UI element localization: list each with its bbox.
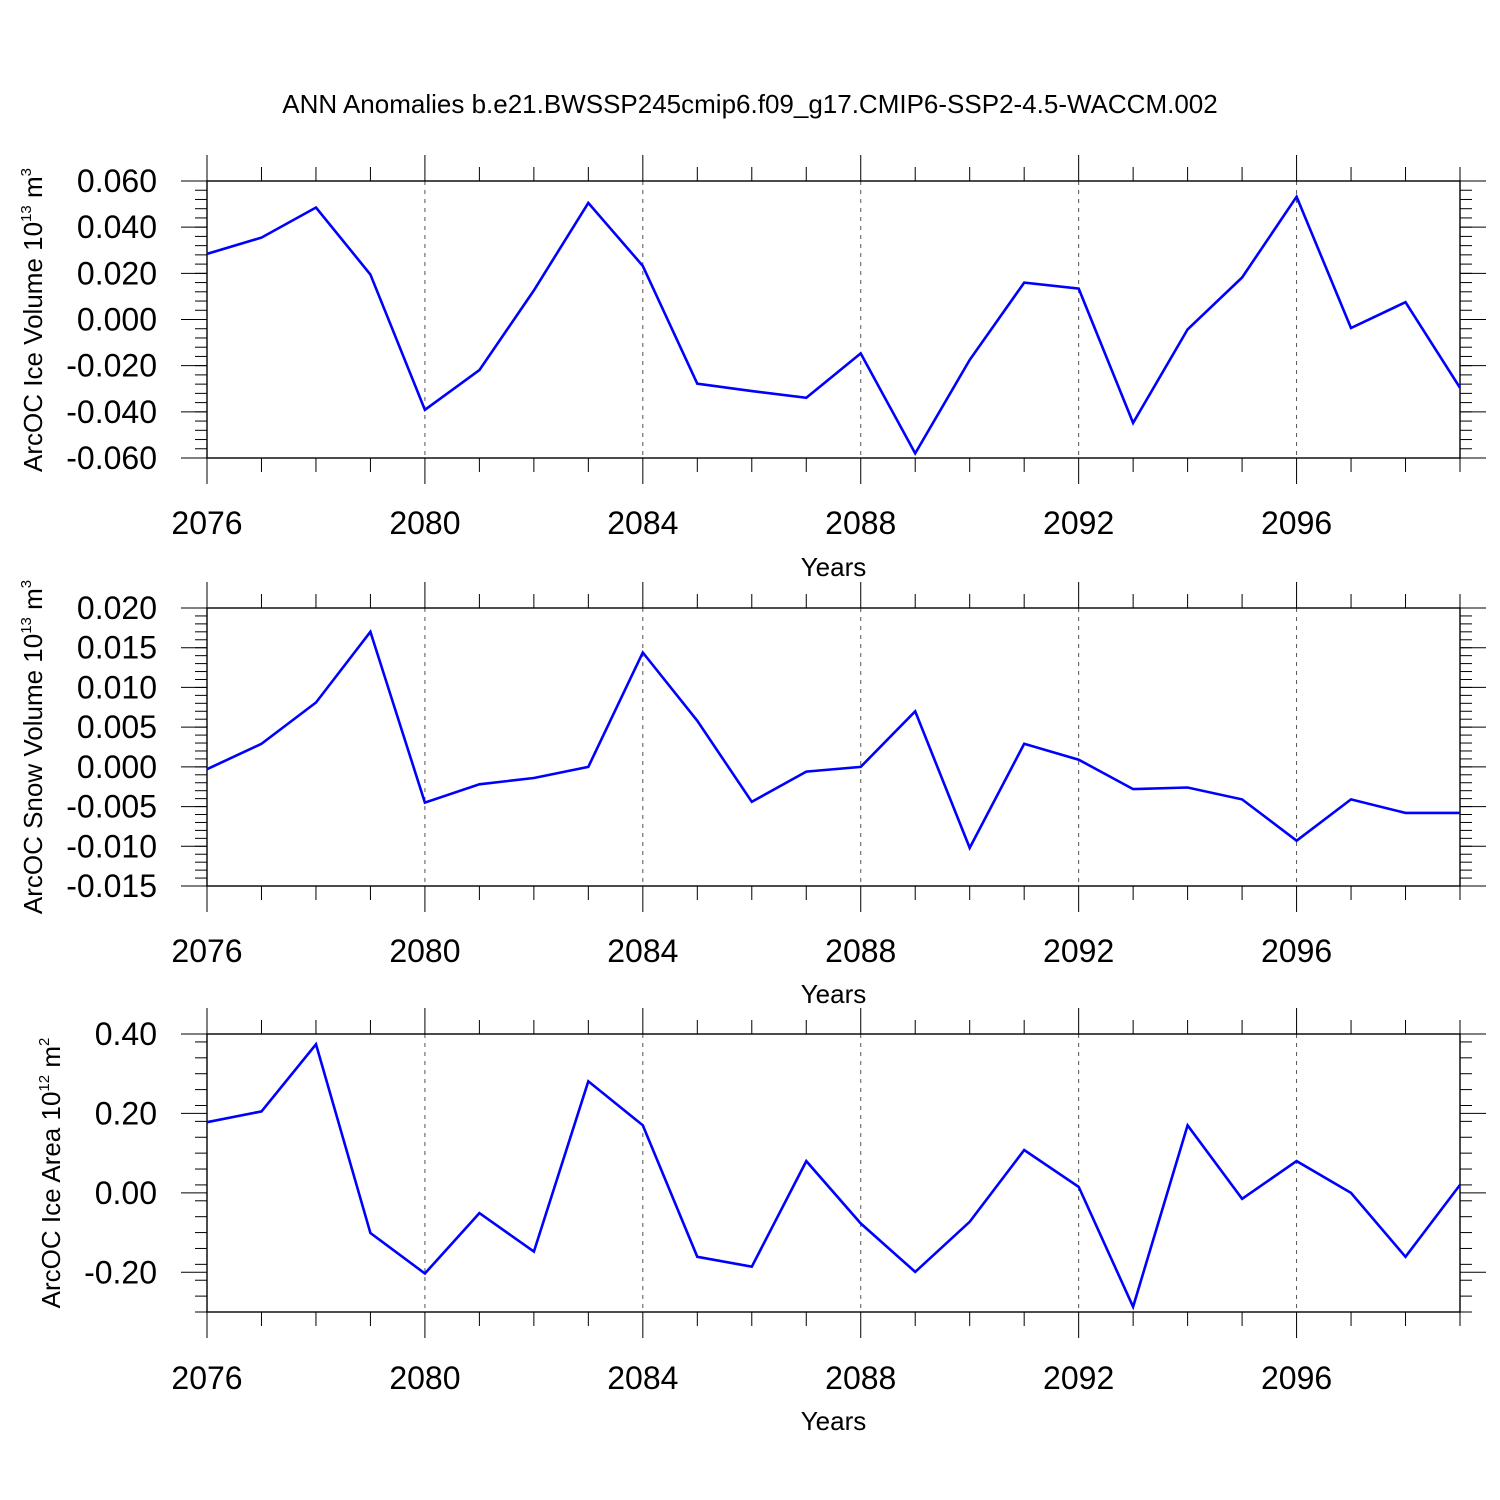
- y-tick-label: 0.005: [77, 709, 157, 745]
- x-axis-label: Years: [801, 979, 867, 1009]
- x-tick-label: 2088: [825, 505, 896, 541]
- plot-frame: [206, 1033, 1461, 1313]
- chart-title: ANN Anomalies b.e21.BWSSP245cmip6.f09_g1…: [282, 89, 1217, 119]
- y-tick-label: 0.010: [77, 669, 157, 705]
- plot-frame: [206, 607, 1461, 887]
- y-tick-label: 0.040: [77, 209, 157, 245]
- x-tick-label: 2076: [171, 933, 242, 969]
- x-tick-label: 2076: [171, 1360, 242, 1396]
- x-tick-label: 2084: [607, 933, 678, 969]
- y-tick-label: -0.20: [84, 1254, 157, 1290]
- series-line: [206, 629, 1460, 852]
- x-tick-label: 2092: [1043, 505, 1114, 541]
- y-axis-label: ArcOC Ice Area 1012 m2: [36, 1038, 66, 1309]
- x-tick-label: 2084: [607, 1360, 678, 1396]
- x-tick-label: 2080: [389, 1360, 460, 1396]
- y-tick-label: 0.40: [95, 1016, 157, 1052]
- y-tick-label: -0.005: [66, 789, 157, 825]
- x-tick-label: 2080: [389, 505, 460, 541]
- y-tick-label: -0.040: [66, 394, 157, 430]
- y-tick-label: 0.020: [77, 590, 157, 626]
- x-tick-label: 2096: [1261, 1360, 1332, 1396]
- x-tick-label: 2076: [171, 505, 242, 541]
- series-line: [206, 1041, 1462, 1311]
- y-tick-label: 0.000: [77, 749, 157, 785]
- y-tick-label: 0.020: [77, 255, 157, 291]
- x-tick-label: 2080: [389, 933, 460, 969]
- panel-snow-volume: 2076 2080 2084 2088 2092 2096 -0.015 -0.010-0.0…: [18, 580, 1486, 1009]
- y-tick-label: 0.20: [95, 1095, 157, 1131]
- x-tick-label: 2088: [825, 933, 896, 969]
- y-tick-label: 0.00: [95, 1175, 157, 1211]
- y-tick-label: 0.060: [77, 163, 157, 199]
- y-tick-label: -0.020: [66, 348, 157, 384]
- y-tick-label: -0.060: [66, 440, 157, 476]
- x-tick-label: 2084: [607, 505, 678, 541]
- y-tick-label: -0.010: [66, 828, 157, 864]
- x-tick-label: 2096: [1261, 933, 1332, 969]
- y-tick-label: 0.015: [77, 630, 157, 666]
- panel-ice-area: 2076 2080 2084 2088 2092 2096 -0.20 0.00 0.20 0.4…: [36, 1008, 1486, 1436]
- x-axis-label: Years: [801, 1406, 867, 1436]
- y-tick-label: 0.000: [77, 302, 157, 338]
- x-tick-label: 2092: [1043, 1360, 1114, 1396]
- x-tick-label: 2096: [1261, 505, 1332, 541]
- y-axis-label: ArcOC Snow Volume 1013 m3: [18, 580, 48, 914]
- x-axis-label: Years: [801, 552, 867, 582]
- y-tick-label: -0.015: [66, 868, 157, 904]
- x-tick-label: 2088: [825, 1360, 896, 1396]
- plot-frame: [206, 180, 1461, 459]
- series-line: [206, 193, 1462, 457]
- y-axis-label: ArcOC Ice Volume 1013 m3: [18, 168, 48, 472]
- x-tick-label: 2092: [1043, 933, 1114, 969]
- panel-ice-volume: 2076 2080 2084 2088 2092 2096 -0.060 -0.040 -0.0…: [18, 155, 1486, 582]
